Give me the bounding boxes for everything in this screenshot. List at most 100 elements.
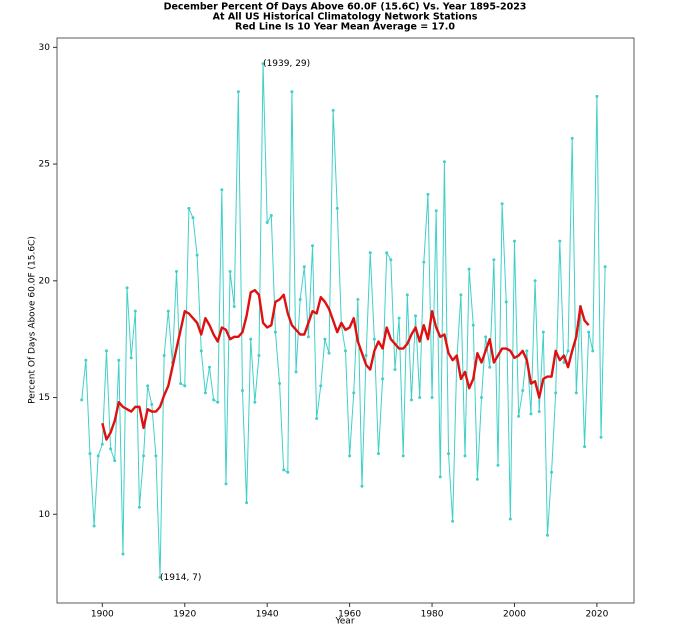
point — [236, 90, 240, 94]
point — [195, 253, 199, 257]
point — [603, 265, 607, 269]
point — [273, 330, 277, 334]
point — [220, 188, 224, 192]
x-tick-label: 1960 — [338, 610, 361, 620]
chart-title: December Percent Of Days Above 60.0F (15… — [164, 2, 527, 13]
point — [533, 279, 537, 283]
point — [418, 396, 422, 400]
point — [583, 445, 587, 449]
point — [113, 459, 117, 463]
point — [104, 349, 108, 353]
point — [311, 244, 315, 248]
point — [537, 410, 541, 414]
point — [480, 396, 484, 400]
point — [133, 309, 137, 313]
point — [315, 417, 319, 421]
y-axis-label: Percent Of Days Above 60.0F (15.6C) — [28, 236, 38, 404]
point — [306, 335, 310, 339]
point — [109, 447, 113, 451]
x-tick-label: 1920 — [173, 610, 196, 620]
point — [187, 206, 191, 210]
point — [278, 382, 282, 386]
y-tick-label: 20 — [39, 276, 51, 286]
point — [484, 335, 488, 339]
point — [191, 216, 195, 220]
point — [430, 396, 434, 400]
point — [599, 435, 603, 439]
point — [414, 314, 418, 318]
point — [121, 552, 125, 556]
point — [199, 349, 203, 353]
point — [323, 337, 327, 341]
point — [541, 330, 545, 334]
x-tick-label: 1980 — [421, 610, 444, 620]
point — [500, 202, 504, 206]
point — [364, 354, 368, 358]
point — [368, 251, 372, 255]
point — [447, 452, 451, 456]
x-tick-label: 2000 — [503, 610, 526, 620]
point — [521, 389, 525, 393]
point — [438, 475, 442, 479]
x-tick-label: 2020 — [585, 610, 608, 620]
point — [496, 463, 500, 467]
point — [282, 468, 286, 472]
y-tick-label: 25 — [39, 160, 50, 170]
point — [162, 354, 166, 358]
point — [389, 258, 393, 262]
point — [426, 192, 430, 196]
point — [529, 412, 533, 416]
point — [385, 251, 389, 255]
point — [298, 297, 302, 301]
y-tick-label: 30 — [39, 43, 51, 53]
point — [166, 309, 170, 313]
point — [96, 454, 100, 458]
point — [331, 108, 335, 112]
point — [150, 403, 154, 407]
point — [125, 286, 129, 290]
point — [508, 517, 512, 521]
x-tick-label: 1940 — [256, 610, 279, 620]
series-line — [101, 288, 590, 441]
point — [207, 365, 211, 369]
x-tick-label: 1900 — [91, 610, 114, 620]
point — [517, 414, 521, 418]
point — [550, 470, 554, 474]
point — [100, 442, 104, 446]
annotation: (1939, 29) — [263, 59, 310, 69]
point — [574, 391, 578, 395]
point — [467, 267, 471, 271]
point — [488, 365, 492, 369]
point — [335, 206, 339, 210]
point — [179, 382, 183, 386]
point — [327, 351, 331, 355]
point — [142, 454, 146, 458]
point — [459, 293, 463, 297]
point — [249, 337, 253, 341]
point — [545, 533, 549, 537]
point — [84, 358, 88, 362]
point — [232, 304, 236, 308]
point — [154, 454, 158, 458]
point — [451, 519, 455, 523]
point — [269, 213, 273, 217]
point — [290, 90, 294, 94]
point — [224, 482, 228, 486]
point — [566, 349, 570, 353]
series-line — [81, 63, 606, 578]
point — [397, 316, 401, 320]
point — [360, 484, 364, 488]
point — [405, 293, 409, 297]
point — [261, 62, 265, 66]
x-axis-label: Year — [334, 617, 354, 627]
point — [504, 300, 508, 304]
point — [525, 349, 529, 353]
point — [344, 349, 347, 353]
point — [463, 454, 467, 458]
point — [434, 209, 438, 213]
point — [401, 454, 405, 458]
point — [117, 358, 121, 362]
point — [352, 391, 356, 395]
plot-frame — [56, 37, 635, 604]
